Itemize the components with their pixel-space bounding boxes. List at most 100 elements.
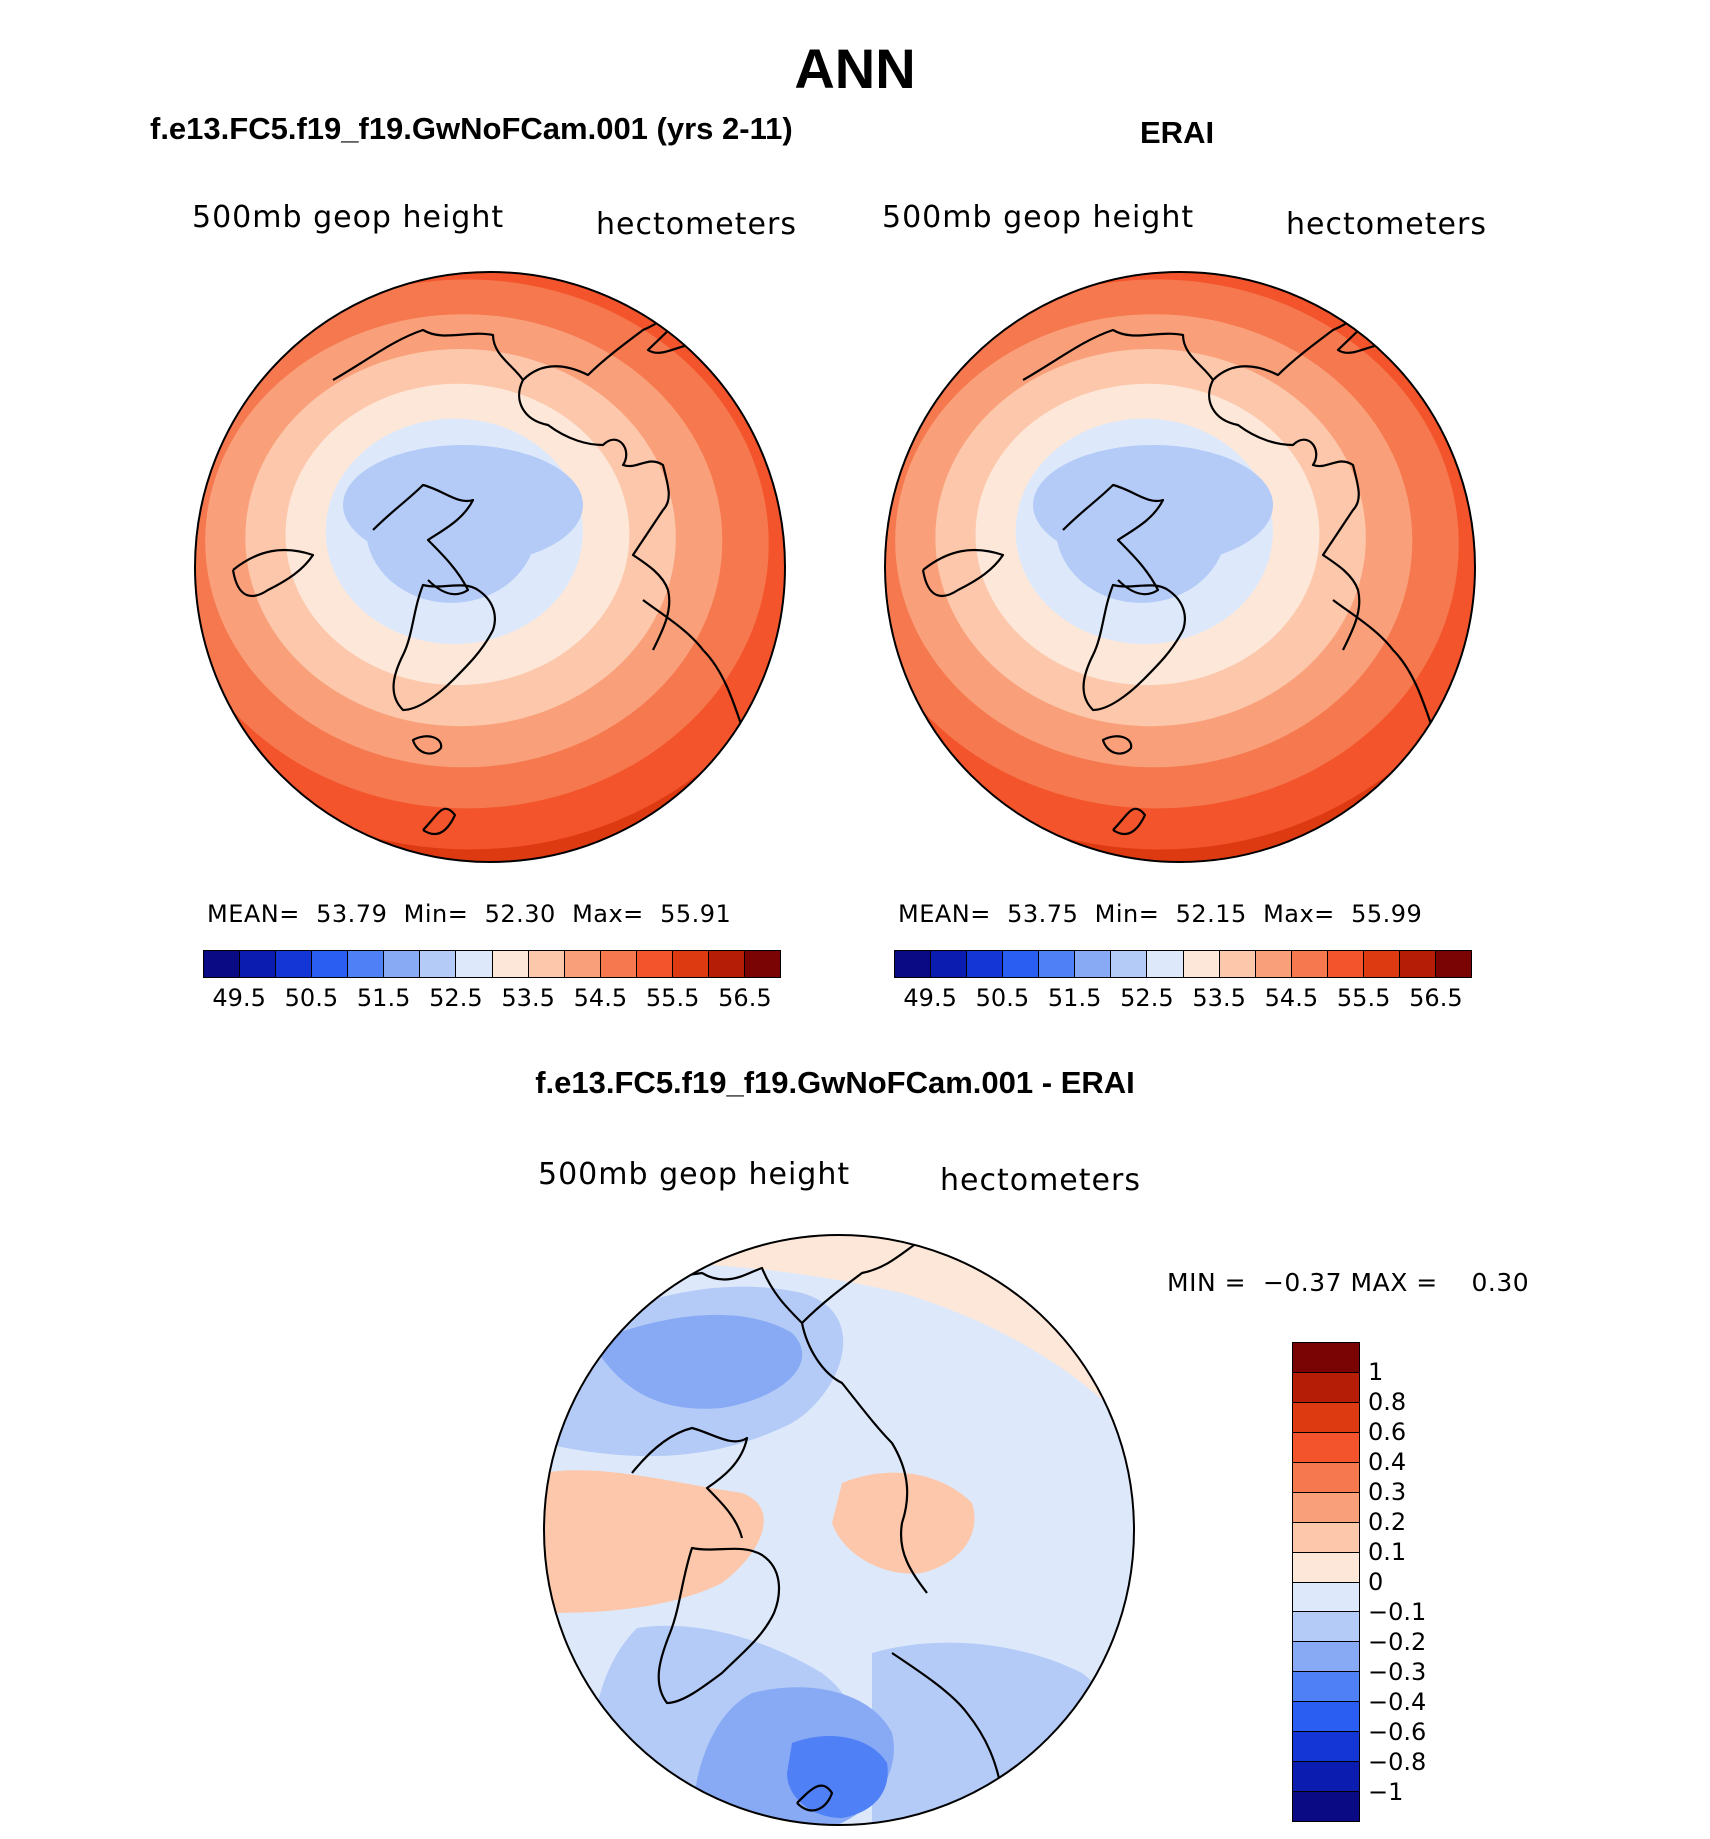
colorbar-tick-label: 53.5 xyxy=(501,984,555,1012)
colorbar-segment xyxy=(708,951,745,977)
coastline-greenland xyxy=(1082,583,1186,712)
colorbar-segment xyxy=(1293,1492,1359,1523)
panel-2-max-value: 55.99 xyxy=(1351,900,1423,928)
coastline-canadian-arctic xyxy=(631,1426,749,1539)
panel-1-min-label: Min= xyxy=(403,900,469,928)
colorbar-segment xyxy=(492,951,529,977)
colorbar-segment xyxy=(1293,1792,1359,1821)
coastline-europe-asia xyxy=(800,1322,928,1594)
colorbar-segment xyxy=(276,951,313,977)
colorbar-tick-label: 1 xyxy=(1368,1358,1384,1386)
panel-1-units: hectometers xyxy=(596,207,797,242)
colorbar-tick-label: 55.5 xyxy=(1336,984,1391,1012)
colorbar-tick-label: 0.1 xyxy=(1368,1538,1407,1566)
colorbar-segment xyxy=(1255,951,1292,977)
colorbar-tick-label: −0.8 xyxy=(1368,1748,1427,1776)
colorbar-tick-label: 54.5 xyxy=(573,984,628,1012)
colorbar-tick-label: 0.6 xyxy=(1368,1418,1407,1446)
map-panel-3 xyxy=(543,1234,1135,1826)
colorbar-segment xyxy=(1435,951,1471,977)
colorbar-tick-label: 50.5 xyxy=(284,984,339,1012)
panel-1-mean-value: 53.79 xyxy=(316,900,388,928)
colorbar-segment xyxy=(1293,1522,1359,1553)
colorbar-tick-label: 49.5 xyxy=(212,984,266,1012)
colorbar-segment xyxy=(528,951,565,977)
colorbar-tick-label: 52.5 xyxy=(1120,984,1174,1012)
panel-1-title: f.e13.FC5.f19_f19.GwNoFCam.001 (yrs 2-11… xyxy=(150,111,793,146)
map-3-border xyxy=(543,1234,1135,1826)
colorbar-segment xyxy=(931,951,968,977)
coastline-greenland xyxy=(392,583,496,712)
colorbar-segment xyxy=(1147,951,1184,977)
colorbar-segment xyxy=(1293,1343,1359,1373)
colorbar-segment xyxy=(348,951,385,977)
colorbar-panel-1-ticks: 49.5 50.5 51.5 52.5 53.5 54.5 55.5 56.5 xyxy=(203,984,781,1014)
colorbar-segment xyxy=(564,951,601,977)
panel-3-max-value: 0.30 xyxy=(1471,1268,1530,1297)
colorbar-tick-label: 53.5 xyxy=(1192,984,1246,1012)
coastline-iceland xyxy=(411,735,443,755)
colorbar-tick-label: 54.5 xyxy=(1264,984,1319,1012)
panel-3-title: f.e13.FC5.f19_f19.GwNoFCam.001 - ERAI xyxy=(535,1065,1135,1100)
colorbar-tick-label: −0.1 xyxy=(1368,1598,1427,1626)
coastline-canadian-arctic xyxy=(1062,483,1165,596)
panel-1-max-value: 55.91 xyxy=(660,900,732,928)
coastline-siberia xyxy=(1022,288,1394,382)
colorbar-tick-label: −0.2 xyxy=(1368,1628,1427,1656)
panel-2-min-value: 52.15 xyxy=(1175,900,1247,928)
colorbar-panel-2 xyxy=(894,950,1472,978)
colorbar-tick-label: −0.4 xyxy=(1368,1688,1427,1716)
colorbar-tick-label: 0.8 xyxy=(1368,1388,1407,1416)
panel-3-min-label: MIN = xyxy=(1167,1268,1247,1297)
colorbar-segment xyxy=(967,951,1004,977)
panel-3-units: hectometers xyxy=(940,1163,1141,1198)
colorbar-segment xyxy=(1293,1672,1359,1703)
coastline-alaska xyxy=(921,548,1005,598)
colorbar-segment xyxy=(1293,1552,1359,1583)
map-2-border xyxy=(884,271,1476,863)
colorbar-tick-label: 0.2 xyxy=(1368,1508,1407,1536)
colorbar-segment xyxy=(1293,1402,1359,1433)
coastline-canadian-arctic xyxy=(372,483,475,596)
panel-2-title: ERAI xyxy=(1140,115,1215,150)
colorbar-segment xyxy=(1039,951,1076,977)
colorbar-segment xyxy=(672,951,709,977)
colorbar-segment xyxy=(1003,951,1040,977)
colorbar-segment xyxy=(1111,951,1148,977)
diff-pos-pacific xyxy=(544,1470,764,1613)
colorbar-segment xyxy=(420,951,457,977)
coastline-scandinavia xyxy=(891,1652,1004,1794)
colorbar-segment xyxy=(895,951,932,977)
colorbar-segment xyxy=(1219,951,1256,977)
contour-band-low-core xyxy=(343,445,583,565)
colorbar-panel-3-ticks: 1 0.8 0.6 0.4 0.3 0.2 0.1 0 −0.1 −0.2 −0.3 −0.4 −0.6… xyxy=(1368,1342,1488,1822)
colorbar-segment xyxy=(1293,1582,1359,1613)
coastline-britain xyxy=(796,1784,834,1812)
contour-band-low-core xyxy=(1033,445,1273,565)
diff-pos-canada xyxy=(832,1472,975,1574)
colorbar-segment xyxy=(1183,951,1220,977)
colorbar-segment xyxy=(312,951,349,977)
panel-1-max-label: Max= xyxy=(572,900,644,928)
colorbar-tick-label: 0.3 xyxy=(1368,1478,1407,1506)
map-panel-2 xyxy=(884,271,1476,863)
panel-2-mean-value: 53.75 xyxy=(1007,900,1079,928)
coastline-britain xyxy=(1112,807,1147,836)
colorbar-tick-label: 51.5 xyxy=(1047,984,1102,1012)
panel-2-min-label: Min= xyxy=(1094,900,1160,928)
panel-3-min-value: −0.37 xyxy=(1262,1268,1343,1297)
panel-2-stats: MEAN= 53.75 Min= 52.15 Max= 55.99 xyxy=(898,900,1422,928)
coastline-siberia xyxy=(332,288,704,382)
colorbar-segment xyxy=(1293,1732,1359,1763)
colorbar-panel-2-ticks: 49.5 50.5 51.5 52.5 53.5 54.5 55.5 56.5 xyxy=(894,984,1472,1014)
colorbar-segment xyxy=(1327,951,1364,977)
colorbar-tick-label: 56.5 xyxy=(718,984,772,1012)
colorbar-panel-3 xyxy=(1292,1342,1360,1822)
colorbar-segment xyxy=(1293,1372,1359,1403)
colorbar-segment xyxy=(636,951,673,977)
colorbar-panel-1 xyxy=(203,950,781,978)
panel-2-mean-label: MEAN= xyxy=(898,900,991,928)
colorbar-tick-label: 49.5 xyxy=(903,984,957,1012)
colorbar-segment xyxy=(1293,1762,1359,1793)
panel-1-mean-label: MEAN= xyxy=(207,900,300,928)
